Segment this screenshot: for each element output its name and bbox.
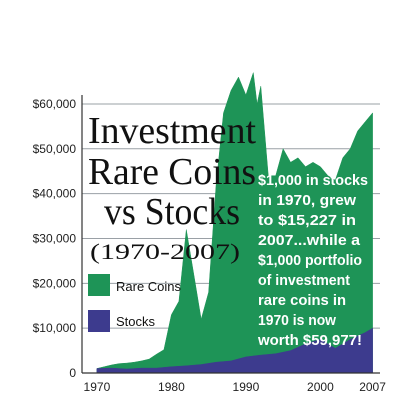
annotation-line-2: in 1970, grew <box>258 192 356 209</box>
legend-item-stocks: Stocks <box>88 310 156 332</box>
annotation-line-9: worth $59,977! <box>257 332 362 349</box>
legend-swatch-stocks <box>88 310 110 332</box>
title-line-3: vs Stocks <box>104 191 240 233</box>
y-tick-label-3: $30,000 <box>33 231 77 245</box>
y-tick-label-2: $20,000 <box>33 276 77 290</box>
title-line-1: Investment <box>88 110 256 152</box>
axis-layer <box>81 95 380 374</box>
area-series-stocks <box>96 327 373 374</box>
x-tick-label-3: 2000 <box>307 380 334 394</box>
legend-label-stocks: Stocks <box>116 314 156 329</box>
x-tick-label-4: 2007 <box>359 380 386 394</box>
chart-subtitle: (1970-2007) <box>90 239 240 264</box>
y-tick-label-1: $10,000 <box>33 321 77 335</box>
x-tick-label-2: 1990 <box>233 380 260 394</box>
legend: Rare Coins Stocks <box>88 274 182 332</box>
area-layer <box>96 72 373 374</box>
x-tick-labels: 1970 1980 1990 2000 2007 <box>84 380 387 394</box>
y-tick-label-0: 0 <box>69 366 76 380</box>
title-line-2: Rare Coins <box>88 151 256 193</box>
annotation-line-5: $1,000 portfolio <box>258 252 362 269</box>
annotation-line-8: 1970 is now <box>258 312 336 329</box>
y-tick-labels: 0 $10,000 $20,000 $30,000 $40,000 $50,000 $60,… <box>33 97 77 380</box>
legend-item-rare-coins: Rare Coins <box>88 274 182 296</box>
annotation-line-7: rare coins in <box>258 292 346 309</box>
annotation: $1,000 in stocks in 1970, grew to $15,22… <box>257 172 368 349</box>
chart-title: Investment Rare Coins vs Stocks (1970-20… <box>88 110 256 264</box>
legend-swatch-rare-coins <box>88 274 110 296</box>
y-tick-label-6: $60,000 <box>33 97 77 111</box>
annotation-line-3: to $15,227 in <box>258 212 356 229</box>
y-tick-label-4: $40,000 <box>33 187 77 201</box>
legend-label-rare-coins: Rare Coins <box>116 279 182 294</box>
x-tick-label-0: 1970 <box>84 380 111 394</box>
area-series-rare-coins <box>96 72 373 374</box>
annotation-line-6: of investment <box>258 272 350 289</box>
annotation-line-4: 2007...while a <box>258 232 361 249</box>
annotation-line-1: $1,000 in stocks <box>258 172 368 189</box>
y-tick-label-5: $50,000 <box>33 142 77 156</box>
x-tick-label-1: 1980 <box>158 380 185 394</box>
